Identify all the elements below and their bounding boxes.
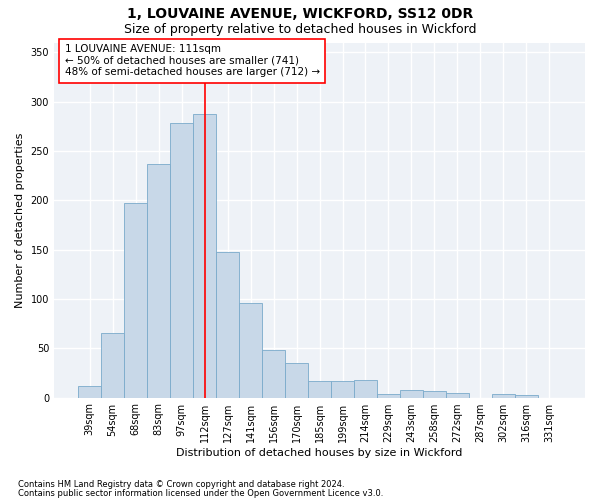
Bar	[78, 386, 101, 398]
Text: 1, LOUVAINE AVENUE, WICKFORD, SS12 0DR: 1, LOUVAINE AVENUE, WICKFORD, SS12 0DR	[127, 8, 473, 22]
Bar	[170, 124, 193, 398]
Bar	[239, 303, 262, 398]
Bar	[423, 390, 446, 398]
Bar	[308, 381, 331, 398]
Bar	[124, 204, 147, 398]
Y-axis label: Number of detached properties: Number of detached properties	[15, 132, 25, 308]
Bar	[147, 164, 170, 398]
Bar	[446, 392, 469, 398]
Text: 1 LOUVAINE AVENUE: 111sqm
← 50% of detached houses are smaller (741)
48% of semi: 1 LOUVAINE AVENUE: 111sqm ← 50% of detac…	[65, 44, 320, 78]
Bar	[354, 380, 377, 398]
Text: Contains HM Land Registry data © Crown copyright and database right 2024.: Contains HM Land Registry data © Crown c…	[18, 480, 344, 489]
Bar	[193, 114, 216, 398]
X-axis label: Distribution of detached houses by size in Wickford: Distribution of detached houses by size …	[176, 448, 463, 458]
Bar	[285, 363, 308, 398]
Bar	[377, 394, 400, 398]
Bar	[331, 381, 354, 398]
Text: Contains public sector information licensed under the Open Government Licence v3: Contains public sector information licen…	[18, 489, 383, 498]
Bar	[262, 350, 285, 398]
Bar	[515, 394, 538, 398]
Bar	[101, 334, 124, 398]
Bar	[216, 252, 239, 398]
Text: Size of property relative to detached houses in Wickford: Size of property relative to detached ho…	[124, 22, 476, 36]
Bar	[492, 394, 515, 398]
Bar	[400, 390, 423, 398]
